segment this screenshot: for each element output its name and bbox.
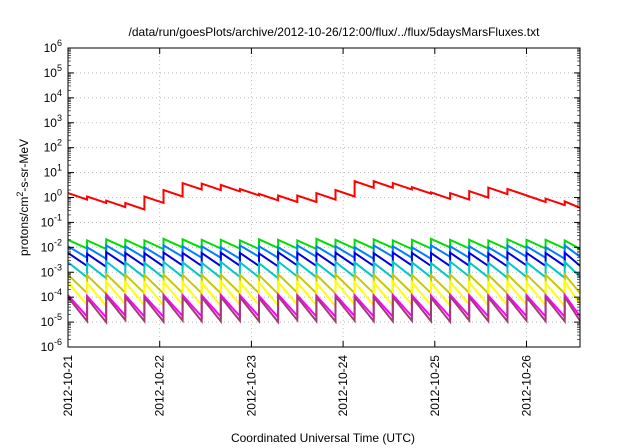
x-tick-label: 2012-10-22 (153, 355, 167, 417)
series-line-9 (67, 293, 581, 326)
y-axis-label: protons/cm2-s-sr-MeV (15, 139, 31, 256)
y-tick-label: 104 (44, 88, 62, 105)
y-tick-label: 10-2 (41, 237, 62, 254)
y-axis-label-prefix: protons/cm (17, 197, 31, 256)
x-tick-label: 2012-10-23 (244, 355, 258, 417)
y-tick-label: 100 (44, 188, 62, 205)
y-tick-label: 101 (44, 163, 62, 180)
y-tick-label: 10-5 (41, 312, 62, 329)
y-tick-label: 105 (44, 63, 62, 80)
series-group (67, 179, 581, 326)
x-axis: 2012-10-21 2012-10-22 2012-10-23 2012-10-24… (61, 48, 534, 416)
x-tick-label: 2012-10-21 (61, 355, 75, 417)
y-tick-label: 10-6 (41, 337, 62, 354)
series-line-7 (67, 278, 581, 309)
grid (68, 48, 580, 347)
y-tick-label: 10-3 (41, 262, 62, 279)
series-line-4 (67, 250, 581, 269)
y-tick-label: 106 (44, 38, 62, 55)
chart-title: /data/run/goesPlots/archive/2012-10-26/1… (129, 25, 541, 39)
series-line-1 (67, 179, 581, 211)
y-tick-label: 102 (44, 138, 62, 155)
x-axis-label: Coordinated Universal Time (UTC) (231, 431, 415, 445)
y-tick-label: 10-1 (41, 212, 62, 229)
y-axis-label-sup: 2 (15, 192, 25, 197)
x-tick-label: 2012-10-25 (428, 355, 442, 417)
series-line-2 (67, 237, 581, 251)
series-line-6 (67, 271, 581, 297)
x-tick-label: 2012-10-26 (520, 355, 534, 417)
series-line-3 (67, 243, 581, 261)
series-line-5 (67, 259, 581, 281)
y-axis-label-suffix: -s-sr-MeV (17, 139, 31, 192)
y-tick-label: 10-4 (41, 287, 62, 304)
series-line-8 (67, 291, 581, 321)
x-tick-label: 2012-10-24 (336, 355, 350, 417)
y-tick-label: 103 (44, 113, 62, 130)
y-axis: 106 105 104 103 102 101 100 10-1 10-2 10-3 10-4 10-… (41, 38, 580, 354)
